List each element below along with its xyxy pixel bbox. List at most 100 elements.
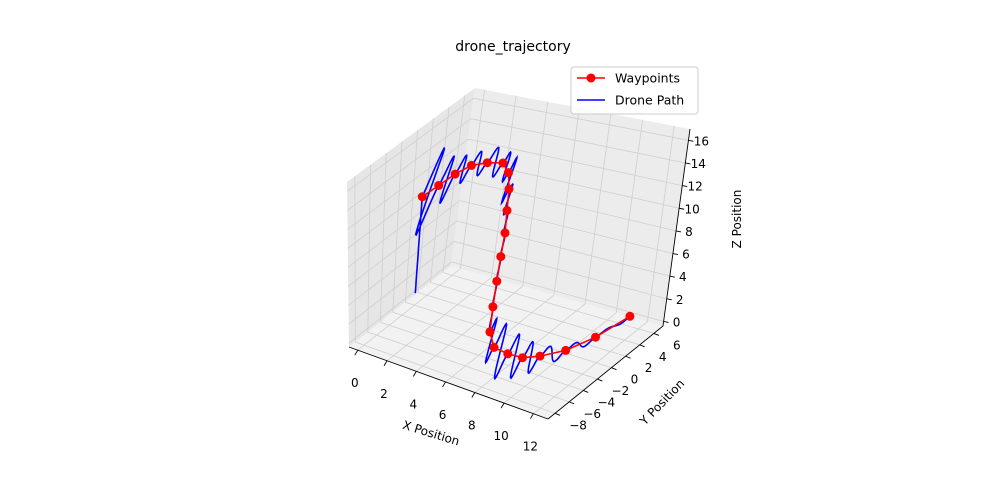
waypoint-marker bbox=[417, 192, 427, 202]
waypoint-markers bbox=[417, 158, 635, 363]
z-tick-mark bbox=[666, 298, 672, 301]
y-tick-mark bbox=[597, 378, 603, 382]
y-tick-label: 2 bbox=[645, 361, 653, 375]
waypoint-marker bbox=[482, 158, 492, 168]
waypoint-marker bbox=[503, 349, 513, 359]
waypoint-marker bbox=[496, 252, 506, 262]
waypoint-marker bbox=[492, 276, 502, 286]
grid-z-back bbox=[459, 200, 674, 254]
x-tick-label: 12 bbox=[523, 440, 538, 454]
grid-z-left bbox=[347, 138, 469, 230]
y-tick-label: −2 bbox=[612, 384, 630, 398]
waypoint-marker bbox=[502, 206, 512, 215]
grid-y-left bbox=[417, 118, 434, 293]
x-tick-label: 8 bbox=[468, 419, 476, 433]
grid-z-left bbox=[348, 261, 452, 344]
grid-x-floor bbox=[386, 277, 492, 362]
grid-x-back bbox=[522, 101, 549, 287]
x-tick-mark bbox=[471, 392, 476, 398]
grid-x-floor bbox=[503, 312, 617, 404]
grid-z-left bbox=[346, 97, 474, 192]
grid-z-back bbox=[462, 179, 677, 232]
z-tick-label: 10 bbox=[684, 202, 699, 216]
z-tick-label: 14 bbox=[691, 157, 706, 171]
z-axis-label: Z Position bbox=[730, 190, 744, 249]
z-tick-mark bbox=[672, 253, 679, 255]
grid-z-left bbox=[348, 241, 455, 325]
x-tick-mark bbox=[529, 413, 534, 419]
y-tick-label: −4 bbox=[597, 396, 615, 410]
grid-x-floor bbox=[474, 303, 586, 393]
waypoint-marker bbox=[489, 342, 499, 352]
waypoint-marker bbox=[625, 311, 635, 321]
z-tick-mark bbox=[675, 230, 682, 233]
z-tick-label: 4 bbox=[679, 270, 687, 284]
grid-z-left bbox=[348, 220, 458, 306]
y-tick-label: 4 bbox=[659, 350, 667, 364]
waypoint-marker bbox=[498, 158, 508, 168]
y-tick-mark bbox=[625, 355, 631, 359]
x-tick-label: 10 bbox=[493, 429, 508, 443]
x-tick-mark bbox=[383, 360, 388, 366]
grid-y-left bbox=[392, 141, 403, 313]
x-tick-label: 4 bbox=[409, 397, 417, 411]
z-tick-label: 12 bbox=[688, 180, 703, 194]
waypoint-marker bbox=[561, 345, 571, 355]
grid-y-left bbox=[442, 95, 466, 273]
z-tick-label: 8 bbox=[685, 225, 693, 239]
grid-y-left bbox=[429, 106, 450, 283]
waypoint-marker bbox=[500, 228, 510, 238]
grid-x-back bbox=[584, 113, 612, 304]
z-tick-label: 6 bbox=[682, 248, 690, 262]
grid-x-back bbox=[553, 107, 580, 296]
x-tick-mark bbox=[412, 371, 417, 377]
z-tick-mark bbox=[679, 207, 685, 210]
pane-back-wall bbox=[451, 88, 690, 326]
y-tick-label: 6 bbox=[673, 338, 681, 352]
y-tick-mark bbox=[568, 401, 575, 405]
z-axis-line bbox=[662, 128, 691, 327]
waypoint-marker bbox=[518, 353, 527, 363]
waypoint-marker bbox=[488, 302, 498, 312]
grid-z-left bbox=[347, 179, 463, 268]
waypoint-marker bbox=[485, 327, 495, 337]
waypoint-marker bbox=[434, 181, 444, 190]
grid-x-floor bbox=[416, 285, 523, 372]
y-tick-label: −8 bbox=[569, 418, 587, 432]
grid-y-floor bbox=[355, 341, 556, 414]
legend: Waypoints Drone Path bbox=[570, 66, 699, 115]
z-tick-mark bbox=[682, 185, 688, 188]
grid-z-back bbox=[454, 241, 667, 300]
grid-x-back bbox=[491, 95, 517, 278]
grid-y-left bbox=[404, 130, 419, 303]
grid-x-back bbox=[615, 119, 643, 313]
y-tick-label: 0 bbox=[631, 373, 639, 387]
x-tick-label: 2 bbox=[380, 387, 388, 401]
z-tick-label: 0 bbox=[673, 316, 681, 330]
grid-z-back bbox=[473, 97, 689, 141]
grid-z-back bbox=[470, 118, 686, 164]
grid-y-floor bbox=[405, 301, 612, 369]
grid-x-floor bbox=[445, 294, 555, 383]
chart-title: drone_trajectory bbox=[455, 39, 571, 55]
grid-z-back bbox=[456, 220, 670, 277]
waypoint-marker bbox=[450, 169, 460, 179]
x-axis-label: X Position bbox=[401, 418, 461, 449]
x-tick-label: 6 bbox=[439, 408, 447, 422]
grid-z-back bbox=[468, 138, 683, 187]
y-tick-label: −6 bbox=[583, 407, 601, 421]
z-tick-mark bbox=[688, 139, 694, 142]
waypoint-marker bbox=[504, 168, 513, 178]
grid-x-floor bbox=[357, 268, 461, 351]
grid-z-left bbox=[347, 118, 472, 211]
grid-y-floor bbox=[380, 321, 584, 391]
z-tick-mark bbox=[685, 162, 691, 165]
grid-y-left bbox=[379, 153, 387, 323]
grid-y-left bbox=[367, 164, 371, 333]
grid-z-left bbox=[348, 200, 461, 287]
grid-y-floor bbox=[417, 291, 626, 357]
y-tick-mark bbox=[639, 344, 645, 348]
waypoint-marker bbox=[504, 184, 514, 194]
